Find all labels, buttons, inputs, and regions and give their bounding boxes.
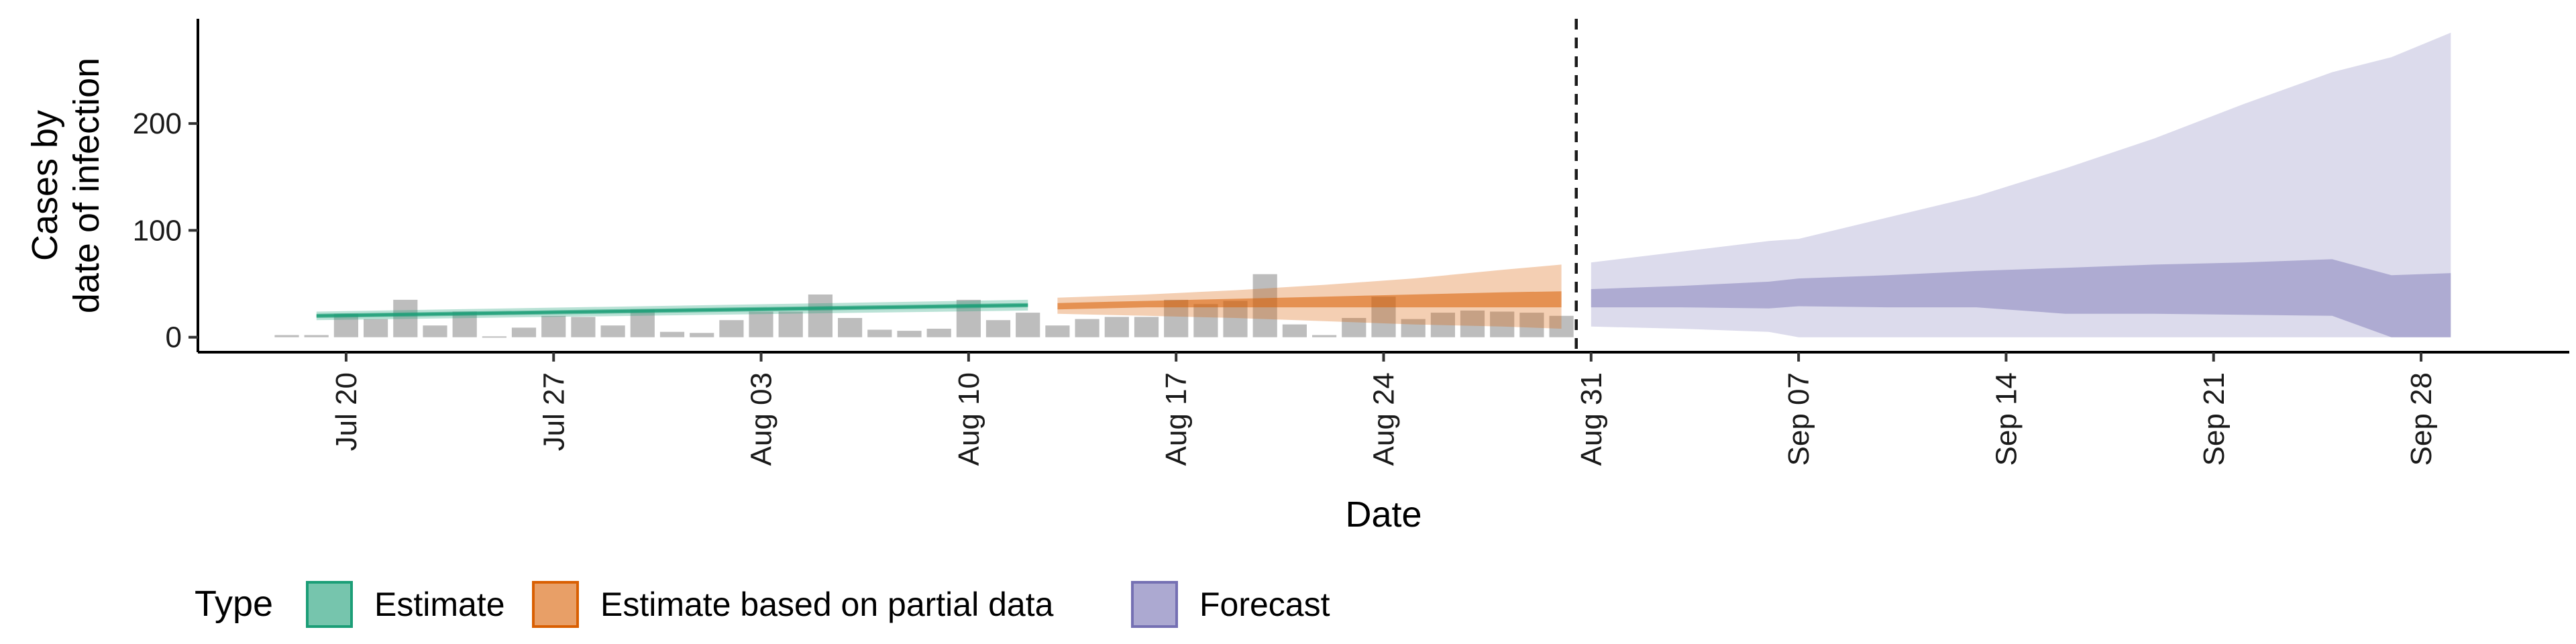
series-2-outer-band	[1591, 32, 2451, 337]
x-tick-label: Aug 17	[1160, 372, 1193, 466]
observed-case-bar	[571, 317, 596, 337]
observed-case-bar	[364, 319, 388, 337]
observed-case-bar	[1134, 317, 1159, 337]
observed-case-bar	[778, 311, 803, 337]
series-0-median-line	[316, 303, 1028, 317]
y-tick-label: 0	[166, 321, 182, 354]
legend-title: Type	[195, 584, 273, 624]
legend-key-1	[532, 581, 579, 628]
observed-case-bar	[838, 318, 863, 337]
observed-case-bar	[1016, 313, 1040, 337]
observed-case-bar	[1549, 315, 1574, 337]
observed-case-bar	[333, 313, 358, 337]
observed-case-bar	[808, 294, 833, 337]
observed-case-bar	[482, 336, 506, 338]
observed-case-bar	[1045, 325, 1070, 337]
observed-case-bar	[1342, 318, 1366, 337]
x-tick-label: Jul 27	[537, 372, 570, 451]
observed-case-bar	[541, 315, 566, 337]
x-tick-label: Sep 07	[1782, 372, 1815, 466]
observed-case-bar	[1312, 335, 1337, 337]
y-axis-title-line: Cases by	[25, 110, 65, 261]
observed-case-bar	[659, 331, 685, 337]
y-tick-label: 200	[133, 107, 182, 140]
observed-case-bar	[1401, 319, 1426, 337]
observed-case-bar	[897, 331, 922, 337]
legend: Type Estimate Estimate based on partial da…	[195, 581, 1330, 628]
plot-area	[274, 19, 2451, 352]
observed-case-bar	[304, 335, 329, 337]
observed-case-bar	[1104, 317, 1129, 337]
legend-key-0	[306, 581, 353, 628]
observed-case-bar	[719, 320, 744, 337]
x-tick-label: Sep 21	[2198, 372, 2231, 466]
series-2-inner-band	[1591, 259, 2451, 337]
x-tick-label: Aug 31	[1575, 372, 1608, 466]
legend-label-2: Forecast	[1199, 586, 1330, 623]
axes: 0 100 200 Jul 20 Jul 27 Aug 03 Aug 10 Aug 17 Aug…	[25, 19, 2569, 535]
legend-label-1: Estimate based on partial data	[600, 586, 1054, 623]
x-tick-label: Aug 03	[745, 372, 778, 466]
x-tick-label: Jul 20	[330, 372, 363, 451]
series-1-outer-band	[1057, 264, 1562, 329]
x-tick-label: Aug 10	[953, 372, 985, 466]
observed-case-bar	[1430, 313, 1455, 337]
observed-case-bar	[926, 329, 951, 337]
series-1-inner-band	[1057, 291, 1562, 310]
observed-case-bar	[1075, 319, 1099, 337]
observed-case-bar	[690, 333, 714, 337]
y-axis-title-line: date of infection	[66, 58, 107, 313]
x-tick-label: Aug 24	[1368, 372, 1401, 466]
observed-case-bar	[1282, 324, 1307, 337]
observed-case-bar	[274, 335, 299, 337]
observed-case-bar	[393, 299, 418, 337]
observed-case-bar	[630, 309, 655, 337]
x-axis-title: Date	[1345, 494, 1421, 535]
observed-case-bar	[1519, 313, 1544, 337]
x-tick-label: Sep 28	[2405, 372, 2438, 466]
observed-case-bar	[749, 311, 773, 337]
observed-case-bar	[1490, 311, 1515, 337]
y-tick-label: 100	[133, 214, 182, 247]
observed-case-bar	[600, 325, 625, 337]
legend-key-2	[1131, 581, 1178, 628]
observed-case-bar	[867, 329, 892, 337]
x-tick-label: Sep 14	[1990, 372, 2023, 466]
observed-case-bar	[511, 327, 537, 337]
legend-label-0: Estimate	[374, 586, 505, 623]
observed-case-bar	[1460, 310, 1485, 337]
observed-case-bar	[985, 320, 1011, 337]
observed-case-bar	[1193, 304, 1218, 337]
observed-case-bar	[423, 325, 447, 337]
